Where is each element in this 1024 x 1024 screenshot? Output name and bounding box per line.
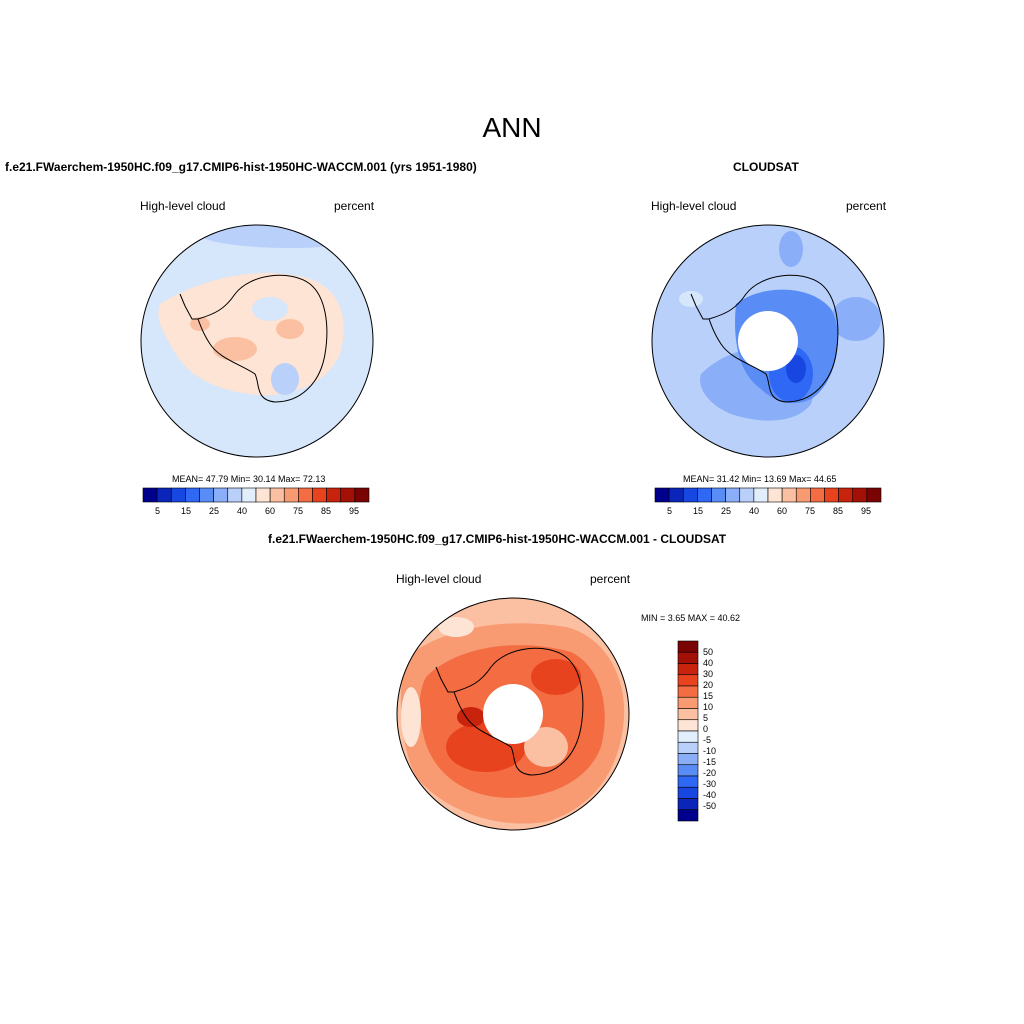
colorbar-swatch [781,487,797,503]
model-tick-label: 85 [321,506,332,516]
colorbar-swatch [255,487,271,503]
diff-variable-label: High-level cloud [396,572,482,586]
colorbar-swatch [677,786,699,799]
obs-stats: MEAN= 31.42 Min= 13.69 Max= 44.65 [683,474,837,484]
colorbar-swatch [677,651,699,664]
model-panel-title: f.e21.FWaerchem-1950HC.f09_g17.CMIP6-his… [5,160,477,174]
colorbar-swatch [677,764,699,777]
colorbar-swatch [298,487,313,503]
colorbar-swatch [677,663,699,676]
diff-tick-label: -5 [703,735,712,745]
obs-tick-label: 60 [777,506,788,516]
obs-tick-label: 95 [861,506,872,516]
colorbar-swatch [677,775,699,788]
model-tick-label: 95 [349,506,360,516]
colorbar-swatch [241,487,257,503]
colorbar-swatch [677,674,699,687]
diff-tick-label: 10 [703,702,714,712]
obs-units-label: percent [846,199,887,213]
obs-tick-label: 75 [805,506,816,516]
model-tick-label: 5 [155,506,161,516]
colorbar-swatch [213,487,229,503]
obs-map [651,224,885,458]
colorbar-swatch [227,487,243,503]
diff-tick-label: -15 [703,757,717,767]
diff-tick-label: -10 [703,746,717,756]
diff-tick-label: 20 [703,680,714,690]
colorbar-swatch [697,487,712,503]
diff-tick-label: -40 [703,790,717,800]
model-tick-label: 60 [265,506,276,516]
diff-tick-label: 50 [703,647,714,657]
obs-tick-label: 25 [721,506,732,516]
colorbar-swatch [753,487,769,503]
colorbar-swatch [838,487,854,503]
diff-tick-label: 5 [703,713,709,723]
colorbar-swatch [677,730,699,743]
colorbar-swatch [677,685,699,698]
diff-tick-label: 15 [703,691,714,701]
obs-tick-label: 40 [749,506,760,516]
colorbar-swatch [142,487,158,503]
colorbar-swatch [767,487,783,503]
model-tick-label: 75 [293,506,304,516]
obs-tick-label: 5 [667,506,673,516]
model-units-label: percent [334,199,375,213]
colorbar-swatch [677,809,699,822]
colorbar-swatch [866,487,882,503]
model-map [140,224,374,458]
model-tick-label: 15 [181,506,192,516]
colorbar-swatch [354,487,370,503]
colorbar-swatch [326,487,342,503]
obs-panel-title: CLOUDSAT [733,160,799,174]
diff-tick-label: -20 [703,768,717,778]
colorbar-swatch [185,487,200,503]
colorbar-swatch [269,487,285,503]
model-stats: MEAN= 47.79 Min= 30.14 Max= 72.13 [172,474,326,484]
diff-units-label: percent [590,572,631,586]
diff-tick-label: -30 [703,779,717,789]
colorbar-swatch [668,487,684,503]
colorbar-swatch [852,487,868,503]
colorbar-swatch [199,487,214,503]
diff-colorbar [677,640,699,822]
diff-tick-label: 40 [703,658,714,668]
colorbar-swatch [156,487,172,503]
colorbar-swatch [795,487,811,503]
obs-tick-label: 15 [693,506,704,516]
colorbar-swatch [677,696,699,709]
colorbar-swatch [677,640,699,653]
colorbar-swatch [677,753,699,766]
model-variable-label: High-level cloud [140,199,226,213]
diff-tick-label: 30 [703,669,714,679]
colorbar-swatch [283,487,299,503]
diff-panel-title: f.e21.FWaerchem-1950HC.f09_g17.CMIP6-his… [268,532,727,546]
obs-variable-label: High-level cloud [651,199,737,213]
colorbar-swatch [677,741,699,754]
obs-tick-label: 85 [833,506,844,516]
colorbar-swatch [677,708,699,721]
colorbar-swatch [654,487,670,503]
colorbar-swatch [682,487,698,503]
diff-tick-label: -50 [703,801,717,811]
model-tick-label: 40 [237,506,248,516]
model-tick-label: 25 [209,506,220,516]
colorbar-swatch [810,487,825,503]
colorbar-swatch [170,487,186,503]
colorbar-swatch [340,487,356,503]
obs-colorbar [654,487,882,503]
diff-tick-label: 0 [703,724,709,734]
colorbar-swatch [677,719,699,732]
main-title: ANN [482,112,542,143]
colorbar-swatch [725,487,741,503]
colorbar-swatch [739,487,755,503]
colorbar-swatch [312,487,327,503]
diff-map [396,597,630,831]
diff-stats: MIN = 3.65 MAX = 40.62 [641,613,741,623]
colorbar-swatch [677,798,699,811]
colorbar-swatch [711,487,726,503]
colorbar-swatch [824,487,839,503]
model-colorbar [142,487,370,503]
